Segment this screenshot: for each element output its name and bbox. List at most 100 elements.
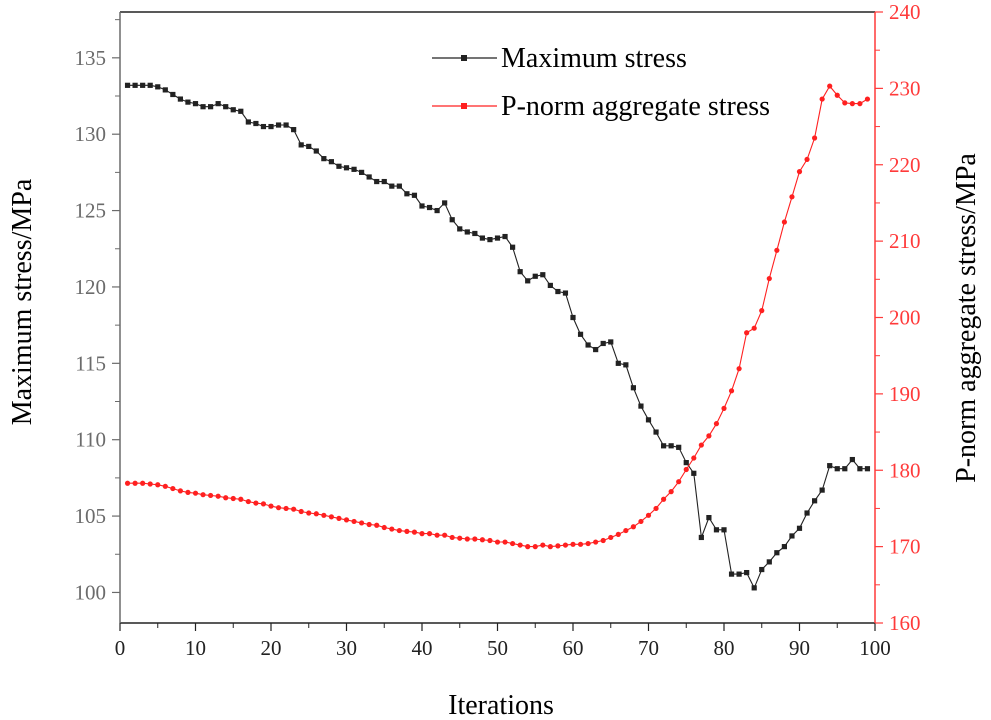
data-point-p-norm-aggregate-stress <box>555 543 561 549</box>
data-point-maximum-stress <box>132 82 138 88</box>
data-point-p-norm-aggregate-stress <box>215 493 221 499</box>
y-right-tick-label: 230 <box>889 76 921 100</box>
data-point-p-norm-aggregate-stress <box>170 485 176 492</box>
data-point-p-norm-aggregate-stress <box>291 506 297 512</box>
x-tick-label: 0 <box>115 636 126 660</box>
data-point-maximum-stress <box>374 178 380 185</box>
data-point-maximum-stress <box>532 273 538 279</box>
data-point-p-norm-aggregate-stress <box>419 531 425 537</box>
legend-marker-maximum-stress <box>461 55 467 61</box>
data-point-p-norm-aggregate-stress <box>177 488 183 494</box>
data-point-p-norm-aggregate-stress <box>366 521 372 528</box>
data-point-p-norm-aggregate-stress <box>336 515 342 521</box>
y-left-tick-label: 125 <box>75 199 107 223</box>
data-point-p-norm-aggregate-stress <box>351 518 357 525</box>
x-axis-label: Iterations <box>448 690 554 720</box>
data-point-p-norm-aggregate-stress <box>691 455 697 461</box>
data-point-maximum-stress <box>442 200 448 206</box>
data-point-maximum-stress <box>192 101 199 107</box>
data-point-maximum-stress <box>600 340 606 347</box>
data-point-p-norm-aggregate-stress <box>638 518 644 525</box>
data-point-p-norm-aggregate-stress <box>223 495 229 501</box>
data-point-p-norm-aggregate-stress <box>411 529 418 535</box>
x-tick-label: 90 <box>789 636 810 660</box>
data-point-maximum-stress <box>268 123 274 130</box>
data-point-p-norm-aggregate-stress <box>759 308 765 314</box>
data-point-maximum-stress <box>351 166 357 172</box>
data-point-maximum-stress <box>283 122 289 128</box>
data-point-maximum-stress <box>200 104 206 110</box>
data-point-p-norm-aggregate-stress <box>313 511 319 517</box>
y-right-tick-label: 170 <box>889 535 921 559</box>
data-point-maximum-stress <box>208 104 214 110</box>
data-point-p-norm-aggregate-stress <box>562 542 569 548</box>
data-point-maximum-stress <box>404 191 410 197</box>
data-point-maximum-stress <box>744 569 750 576</box>
data-point-maximum-stress <box>449 217 455 223</box>
data-point-p-norm-aggregate-stress <box>192 490 199 496</box>
data-point-p-norm-aggregate-stress <box>509 540 516 547</box>
data-point-p-norm-aggregate-stress <box>328 514 334 520</box>
x-tick-label: 30 <box>336 636 357 660</box>
data-point-p-norm-aggregate-stress <box>819 96 825 102</box>
data-point-maximum-stress <box>321 156 327 162</box>
data-point-maximum-stress <box>864 466 871 472</box>
data-point-maximum-stress <box>661 443 667 449</box>
y-left-tick-label: 130 <box>75 122 107 146</box>
data-point-maximum-stress <box>759 566 765 573</box>
data-point-maximum-stress <box>298 142 304 148</box>
data-point-maximum-stress <box>706 515 712 521</box>
data-point-maximum-stress <box>185 99 191 105</box>
y-left-tick-label: 105 <box>75 504 107 528</box>
data-point-maximum-stress <box>728 571 735 577</box>
data-point-p-norm-aggregate-stress <box>494 539 501 545</box>
data-point-p-norm-aggregate-stress <box>162 483 168 489</box>
data-point-maximum-stress <box>223 104 229 110</box>
data-point-p-norm-aggregate-stress <box>155 482 161 488</box>
data-point-maximum-stress <box>562 290 569 296</box>
data-point-maximum-stress <box>570 314 576 321</box>
data-point-p-norm-aggregate-stress <box>653 505 659 512</box>
data-point-maximum-stress <box>638 403 644 409</box>
data-point-p-norm-aggregate-stress <box>623 527 629 534</box>
y-left-tick-label: 135 <box>75 46 107 70</box>
data-point-p-norm-aggregate-stress <box>774 247 780 253</box>
x-tick-label: 70 <box>638 636 659 660</box>
legend: Maximum stress P-norm aggregate stress <box>432 43 770 122</box>
y-left-tick-label: 110 <box>75 428 106 452</box>
legend-label-p-norm: P-norm aggregate stress <box>501 91 770 122</box>
data-point-p-norm-aggregate-stress <box>124 480 131 486</box>
data-point-maximum-stress <box>834 466 840 472</box>
data-point-maximum-stress <box>464 229 470 235</box>
data-point-maximum-stress <box>479 235 485 241</box>
data-point-p-norm-aggregate-stress <box>517 542 523 548</box>
data-point-p-norm-aggregate-stress <box>736 366 742 372</box>
data-point-p-norm-aggregate-stress <box>525 544 531 550</box>
data-point-maximum-stress <box>577 331 584 337</box>
data-point-p-norm-aggregate-stress <box>208 492 214 499</box>
data-point-p-norm-aggregate-stress <box>676 479 682 485</box>
data-point-p-norm-aggregate-stress <box>268 503 274 509</box>
data-point-maximum-stress <box>162 87 168 93</box>
data-point-p-norm-aggregate-stress <box>540 542 546 548</box>
data-point-maximum-stress <box>593 346 599 353</box>
data-point-p-norm-aggregate-stress <box>661 496 667 502</box>
data-point-maximum-stress <box>238 108 244 114</box>
data-point-p-norm-aggregate-stress <box>200 492 206 498</box>
data-point-p-norm-aggregate-stress <box>721 405 727 411</box>
data-point-p-norm-aggregate-stress <box>245 498 251 505</box>
data-point-p-norm-aggregate-stress <box>185 489 191 495</box>
data-point-maximum-stress <box>177 96 183 102</box>
data-point-maximum-stress <box>781 544 787 550</box>
data-point-p-norm-aggregate-stress <box>434 532 440 538</box>
data-point-p-norm-aggregate-stress <box>547 544 553 550</box>
data-point-maximum-stress <box>713 527 720 533</box>
data-point-p-norm-aggregate-stress <box>728 388 735 394</box>
data-point-p-norm-aggregate-stress <box>132 480 138 486</box>
data-point-p-norm-aggregate-stress <box>842 100 848 106</box>
data-point-p-norm-aggregate-stress <box>381 524 387 531</box>
legend-label-maximum-stress: Maximum stress <box>501 43 687 74</box>
data-point-maximum-stress <box>630 385 636 391</box>
data-point-p-norm-aggregate-stress <box>374 522 380 528</box>
